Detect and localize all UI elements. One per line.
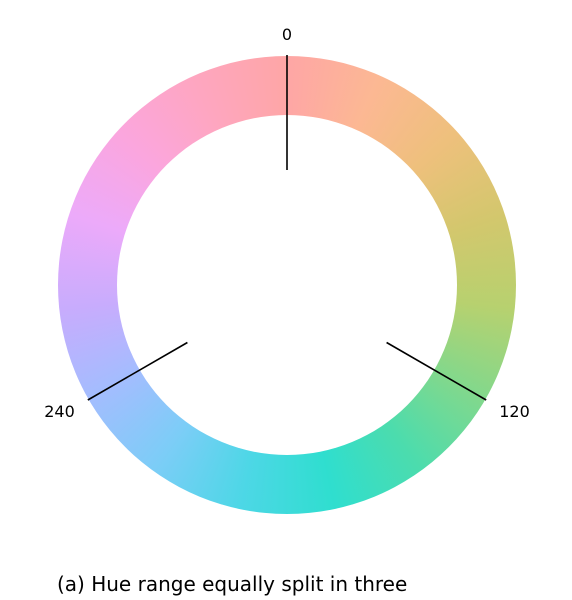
figure-caption: (a) Hue range equally split in three (57, 572, 408, 596)
split-label-240: 240 (44, 402, 75, 421)
split-line-240 (87, 341, 188, 401)
split-label-120: 120 (499, 402, 530, 421)
hue-wheel-diagram: 0 120 240 (44, 25, 530, 514)
split-line-120 (386, 341, 487, 401)
split-label-0: 0 (282, 25, 292, 44)
split-lines-overlay: 0 120 240 (44, 25, 530, 421)
ring-inner-hole (117, 115, 457, 455)
